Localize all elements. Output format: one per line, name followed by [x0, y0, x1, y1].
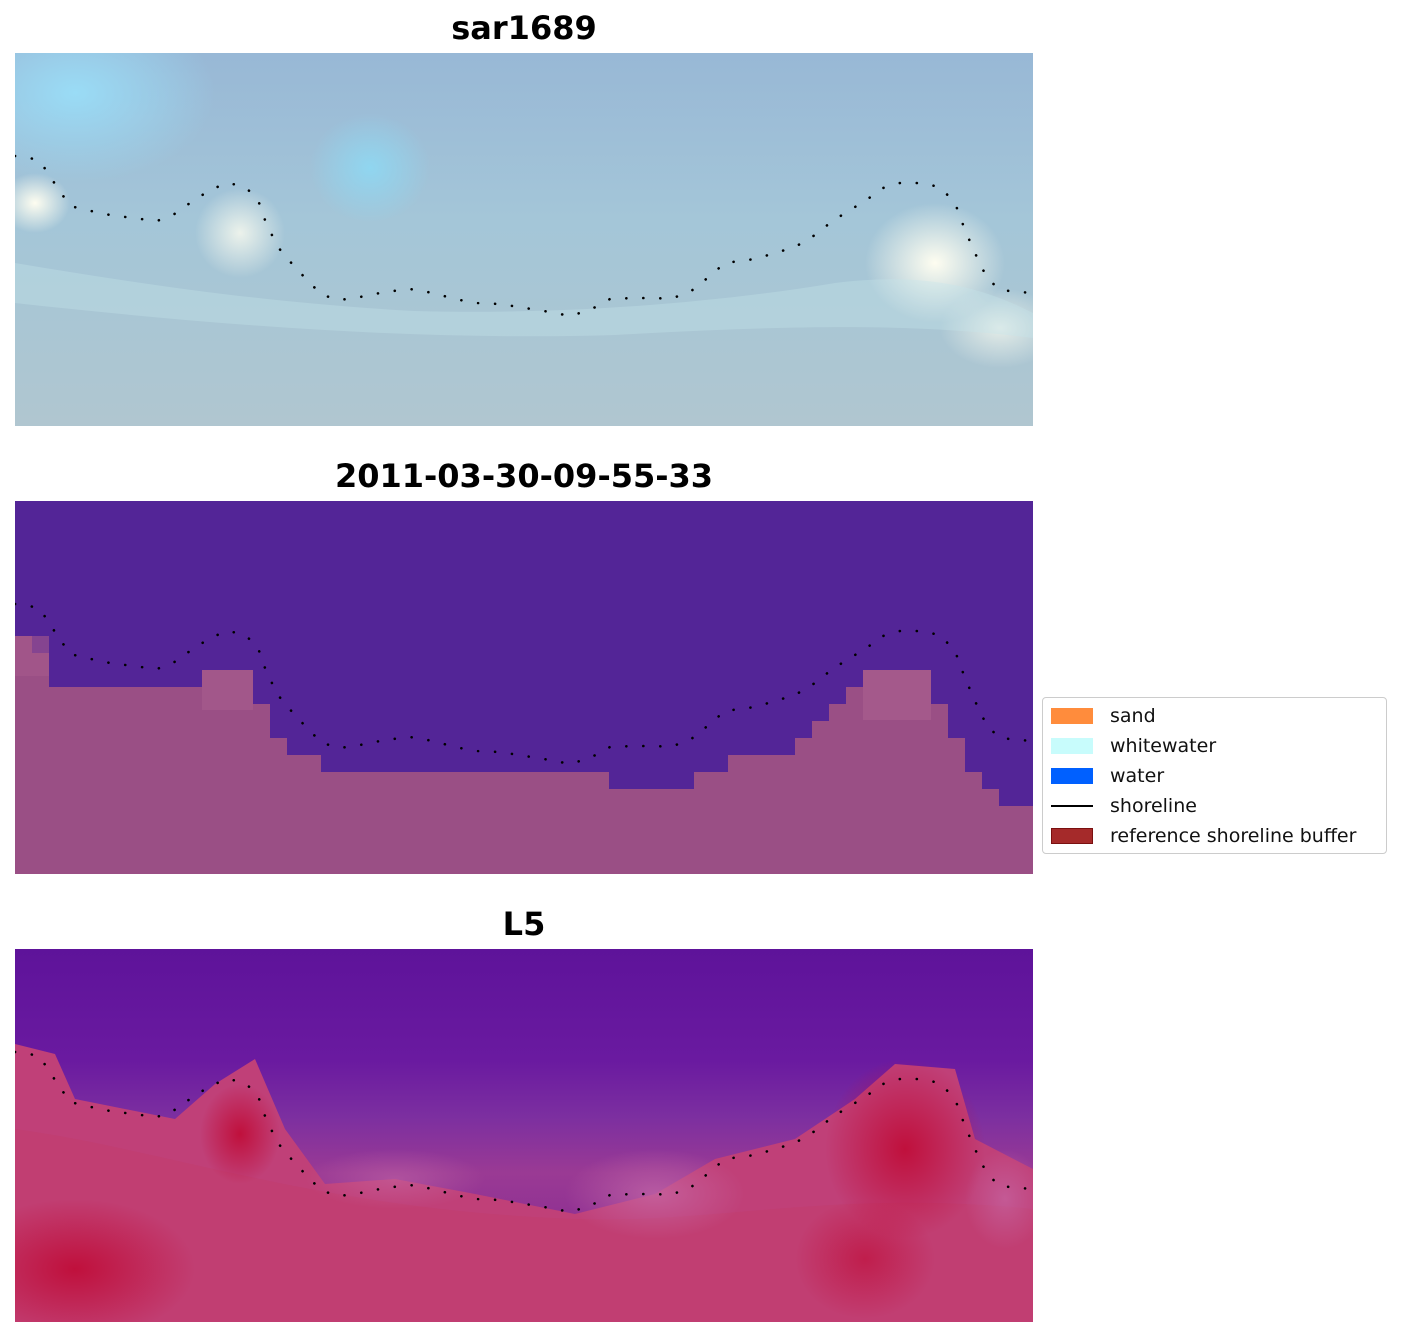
shoreline-line-swatch [1051, 805, 1093, 807]
water-swatch [1051, 768, 1093, 784]
reference-buffer-area [15, 636, 1033, 874]
buffer-swatch [1051, 828, 1093, 844]
legend-label: reference shoreline buffer [1110, 825, 1357, 847]
legend-item-water: water [1051, 763, 1164, 789]
classified-image [15, 501, 1033, 874]
panel-title-rgb: sar1689 [451, 9, 597, 47]
legend-item-reference-buffer: reference shoreline buffer [1051, 823, 1356, 849]
legend-label: whitewater [1110, 735, 1217, 757]
classified-image-panel [15, 501, 1033, 874]
index-image [15, 949, 1033, 1322]
index-image-panel [15, 949, 1033, 1322]
rgb-image-panel [15, 53, 1033, 426]
legend-item-shoreline: shoreline [1051, 793, 1197, 819]
rgb-image [15, 53, 1033, 426]
legend-item-sand: sand [1051, 703, 1156, 729]
legend: sand whitewater water shoreline referenc… [1042, 697, 1387, 854]
legend-label: sand [1110, 705, 1156, 727]
panel-title-index: L5 [502, 905, 546, 943]
panel-title-classified: 2011-03-30-09-55-33 [334, 457, 714, 495]
sand-swatch [1051, 708, 1093, 724]
legend-label: shoreline [1110, 795, 1197, 817]
whitewater-swatch [1051, 738, 1093, 754]
legend-item-whitewater: whitewater [1051, 733, 1216, 759]
legend-label: water [1110, 765, 1165, 787]
